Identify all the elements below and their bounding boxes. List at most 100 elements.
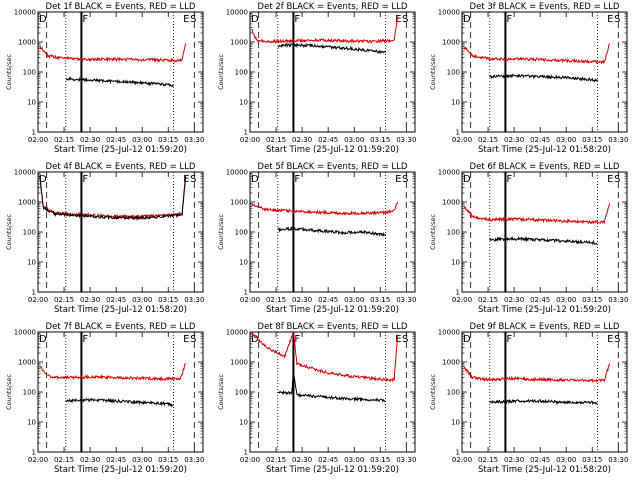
x-tick-label: 02:30: [504, 296, 524, 304]
marker-label: E: [183, 14, 189, 25]
marker-label: S: [190, 334, 196, 345]
chart-title: Det 5f BLACK = Events, RED = LLD: [258, 162, 408, 172]
x-tick-label: 02:30: [292, 296, 312, 304]
x-tick-label: 02:30: [80, 136, 100, 144]
x-axis-label: Start Time (25-Jul-12 01:59:20): [266, 465, 399, 475]
x-tick-label: 02:00: [452, 296, 472, 304]
y-tick-label: 10000: [438, 9, 460, 17]
y-tick-label: 100: [235, 229, 248, 237]
chart-title: Det 2f BLACK = Events, RED = LLD: [258, 2, 408, 12]
events-series-line: [277, 370, 386, 403]
y-tick-label: 1: [32, 449, 36, 457]
x-tick-label: 03:30: [608, 456, 628, 464]
x-axis-label: Start Time (25-Jul-12 01:59:20): [478, 305, 611, 315]
x-axis-label: Start Time (25-Jul-12 01:58:20): [478, 145, 611, 155]
chart-title: Det 3f BLACK = Events, RED = LLD: [470, 2, 620, 12]
marker-label: S: [402, 334, 408, 345]
y-tick-label: 10: [27, 259, 36, 267]
x-tick-label: 02:45: [318, 136, 338, 144]
marker-label: F: [82, 334, 88, 345]
x-tick-label: 03:30: [184, 136, 204, 144]
marker-label: D: [39, 334, 47, 345]
x-tick-label: 03:15: [370, 456, 390, 464]
x-tick-label: 02:45: [106, 456, 126, 464]
y-tick-label: 1000: [18, 39, 36, 47]
x-tick-label: 02:15: [54, 136, 74, 144]
marker-label: D: [463, 334, 471, 345]
x-axis-label: Start Time (25-Jul-12 01:59:20): [266, 145, 399, 155]
x-tick-label: 03:00: [344, 296, 364, 304]
marker-label: S: [190, 14, 196, 25]
y-tick-label: 1: [456, 289, 460, 297]
y-tick-label: 10000: [226, 9, 248, 17]
y-tick-label: 10: [239, 99, 248, 107]
x-tick-label: 02:00: [452, 136, 472, 144]
x-tick-label: 02:00: [452, 456, 472, 464]
x-tick-label: 03:30: [608, 296, 628, 304]
marker-label: D: [463, 174, 471, 185]
plot-frame: [461, 331, 628, 453]
y-tick-label: 1: [32, 289, 36, 297]
y-tick-label: 10000: [226, 169, 248, 177]
x-axis-label: Start Time (25-Jul-12 01:59:20): [54, 145, 187, 155]
lld-series-line: [39, 43, 187, 64]
x-axis-label: Start Time (25-Jul-12 01:59:20): [266, 305, 399, 315]
marker-label: F: [294, 174, 300, 185]
marker-label: E: [395, 334, 401, 345]
marker-label: E: [607, 334, 613, 345]
marker-label: S: [614, 334, 620, 345]
x-tick-label: 02:00: [28, 456, 48, 464]
y-tick-label: 1000: [230, 359, 248, 367]
y-tick-label: 1: [32, 129, 36, 137]
y-tick-label: 1: [244, 289, 248, 297]
y-tick-label: 10: [451, 419, 460, 427]
x-tick-label: 02:00: [240, 456, 260, 464]
events-series-line: [65, 76, 174, 88]
chart-title: Det 9f BLACK = Events, RED = LLD: [470, 322, 620, 332]
x-axis-label: Start Time (25-Jul-12 01:58:20): [54, 305, 187, 315]
x-tick-label: 02:00: [28, 296, 48, 304]
y-axis-label: Counts/sec: [5, 214, 13, 250]
x-tick-label: 03:00: [344, 136, 364, 144]
events-series-line: [489, 73, 598, 83]
y-tick-label: 10000: [14, 329, 36, 337]
y-axis-label: Counts/sec: [217, 54, 225, 90]
events-series-line: [277, 225, 386, 237]
detector-chart-1: Det 1f BLACK = Events, RED = LLD Counts/s…: [5, 2, 204, 155]
x-tick-label: 03:30: [396, 456, 416, 464]
chart-title: Det 8f BLACK = Events, RED = LLD: [258, 322, 408, 332]
x-axis-label: Start Time (25-Jul-12 01:59:20): [54, 465, 187, 475]
x-tick-label: 03:30: [396, 136, 416, 144]
x-tick-label: 02:15: [478, 296, 498, 304]
marker-label: F: [506, 14, 512, 25]
y-tick-label: 100: [447, 69, 460, 77]
x-tick-label: 03:30: [184, 456, 204, 464]
x-axis-label: Start Time (25-Jul-12 01:58:20): [478, 465, 611, 475]
plot-frame: [37, 171, 204, 293]
lld-series-line: [251, 16, 399, 45]
marker-label: F: [294, 334, 300, 345]
x-tick-label: 02:45: [530, 136, 550, 144]
x-tick-label: 02:30: [80, 456, 100, 464]
x-tick-label: 03:00: [556, 456, 576, 464]
marker-label: D: [251, 174, 259, 185]
x-tick-label: 02:15: [266, 456, 286, 464]
marker-label: E: [395, 174, 401, 185]
x-tick-label: 02:45: [530, 296, 550, 304]
chart-title: Det 7f BLACK = Events, RED = LLD: [46, 322, 196, 332]
y-axis-label: Counts/sec: [217, 214, 225, 250]
y-tick-label: 10: [451, 259, 460, 267]
x-tick-label: 03:15: [582, 296, 602, 304]
y-axis-label: Counts/sec: [5, 374, 13, 410]
marker-label: F: [82, 174, 88, 185]
y-axis-label: Counts/sec: [5, 54, 13, 90]
detector-chart-2: Det 2f BLACK = Events, RED = LLD Counts/s…: [217, 2, 416, 155]
y-tick-label: 1000: [18, 359, 36, 367]
y-tick-label: 10: [451, 99, 460, 107]
y-tick-label: 100: [447, 389, 460, 397]
marker-label: F: [506, 334, 512, 345]
y-tick-label: 1: [244, 449, 248, 457]
plot-frame: [249, 11, 416, 133]
events-series-line: [489, 236, 598, 246]
x-tick-label: 02:30: [80, 296, 100, 304]
